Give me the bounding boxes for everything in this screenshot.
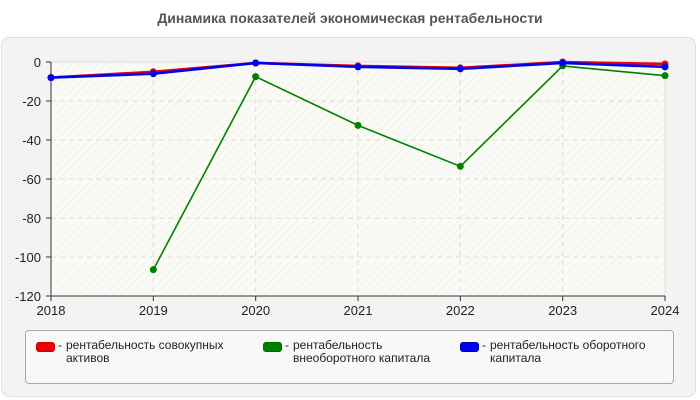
- legend-swatch-green: [263, 342, 282, 352]
- legend-item-noncurrent-capital[interactable]: - рентабельность внеоборотного капитала: [263, 339, 458, 365]
- data-point[interactable]: [252, 59, 260, 67]
- legend-swatch-red: [36, 342, 55, 352]
- data-point[interactable]: [456, 162, 464, 170]
- series-line: [152, 65, 666, 271]
- y-tick-label: -60: [22, 172, 41, 187]
- chart-legend: - рентабельность совокупных активов - ре…: [25, 330, 674, 384]
- legend-label: рентабельность внеоборотного капитала: [293, 338, 430, 365]
- y-tick-label: -40: [22, 133, 41, 148]
- legend-item-working-capital[interactable]: - рентабельность оборотного капитала: [460, 339, 680, 365]
- x-tick-label: 2021: [344, 303, 373, 318]
- legend-label: рентабельность оборотного капитала: [490, 338, 646, 365]
- data-point[interactable]: [252, 73, 260, 81]
- x-tick-label: 2018: [37, 303, 66, 318]
- y-tick-label: 0: [34, 55, 41, 70]
- x-tick-label: 2023: [548, 303, 577, 318]
- data-point[interactable]: [456, 65, 464, 73]
- y-tick-label: -100: [15, 250, 41, 265]
- y-tick-label: -20: [22, 94, 41, 109]
- data-point[interactable]: [559, 59, 567, 67]
- legend-label: рентабельность совокупных активов: [66, 338, 224, 365]
- data-point[interactable]: [354, 63, 362, 71]
- chart-title: Динамика показателей экономическая рента…: [157, 10, 543, 26]
- y-tick-label: -80: [22, 211, 41, 226]
- data-point[interactable]: [47, 74, 55, 82]
- data-point[interactable]: [149, 70, 157, 78]
- y-tick-label: -120: [15, 289, 41, 304]
- x-tick-label: 2020: [241, 303, 270, 318]
- x-tick-label: 2019: [139, 303, 168, 318]
- data-point[interactable]: [149, 266, 157, 274]
- x-tick-label: 2024: [651, 303, 680, 318]
- data-point[interactable]: [354, 121, 362, 129]
- legend-swatch-blue: [460, 342, 479, 352]
- legend-item-total-assets[interactable]: - рентабельность совокупных активов: [36, 339, 256, 365]
- x-tick-label: 2022: [446, 303, 475, 318]
- data-point[interactable]: [661, 72, 669, 80]
- data-point[interactable]: [661, 63, 669, 71]
